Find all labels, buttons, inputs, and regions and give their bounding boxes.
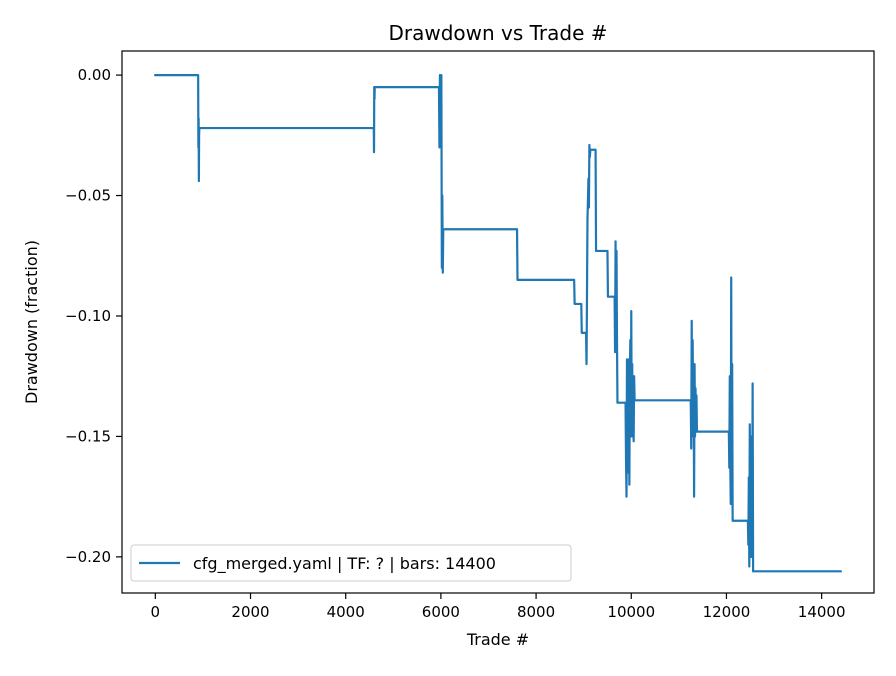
- y-tick-label: −0.15: [65, 427, 111, 445]
- y-axis-label: Drawdown (fraction): [22, 240, 41, 404]
- x-tick-label: 14000: [798, 603, 846, 621]
- legend-box: [130, 544, 572, 582]
- y-tick-label: −0.20: [65, 548, 111, 566]
- x-tick-label: 0: [151, 603, 161, 621]
- axis-ticks: 0 2000 4000 6000 8000 10000 12000 14000 0.00 −0.0…: [65, 66, 845, 621]
- x-tick-label: 4000: [327, 603, 365, 621]
- x-tick-label: 2000: [231, 603, 269, 621]
- y-tick-label: 0.00: [78, 66, 111, 84]
- y-tick-label: −0.10: [65, 307, 111, 325]
- y-tick-label: −0.05: [65, 187, 111, 205]
- legend: cfg_merged.yaml | TF: ? | bars: 14400: [130, 544, 572, 582]
- x-tick-label: 8000: [517, 603, 555, 621]
- legend-label: cfg_merged.yaml | TF: ? | bars: 14400: [193, 554, 496, 574]
- axes-frame: [121, 50, 875, 594]
- series-line-0: [154, 73, 842, 573]
- x-axis-label: Trade #: [466, 630, 529, 649]
- x-tick-label: 6000: [422, 603, 460, 621]
- chart-title: Drawdown vs Trade #: [388, 21, 607, 45]
- plot-area: [154, 73, 842, 573]
- x-tick-label: 12000: [703, 603, 751, 621]
- x-tick-label: 10000: [607, 603, 655, 621]
